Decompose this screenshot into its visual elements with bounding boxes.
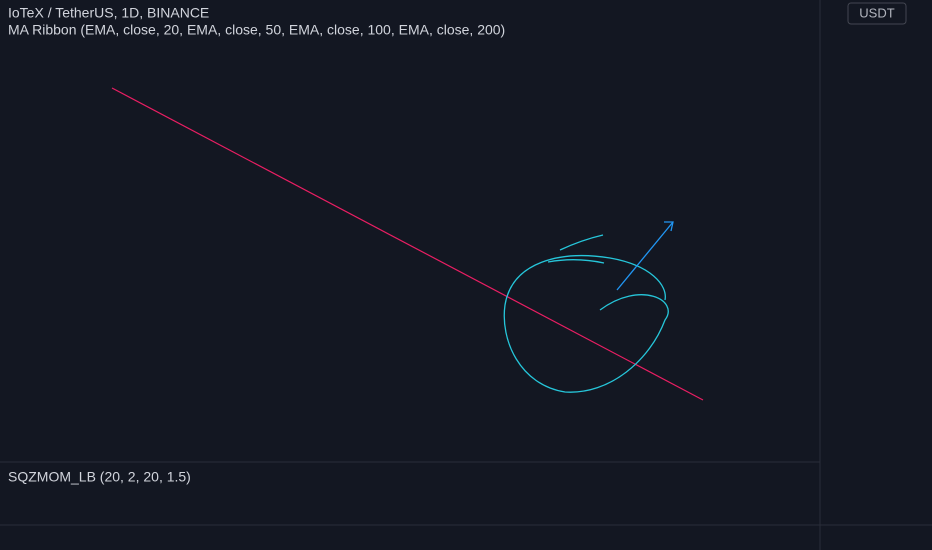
indicator-title: SQZMOM_LB (20, 2, 20, 1.5) — [8, 469, 191, 485]
drawings — [111, 87, 704, 401]
circle-drawing — [503, 255, 669, 393]
currency[interactable]: USDT — [859, 5, 894, 20]
chart-subtitle: MA Ribbon (EMA, close, 20, EMA, close, 5… — [8, 22, 505, 38]
currency-button[interactable] — [847, 2, 907, 25]
curve-drawing — [547, 259, 605, 264]
arrow-head — [664, 221, 674, 232]
trend-line — [111, 87, 704, 401]
chart-title: IoTeX / TetherUS, 1D, BINANCE — [8, 5, 209, 21]
arrow-line — [616, 221, 674, 291]
curve-drawing — [559, 234, 604, 251]
